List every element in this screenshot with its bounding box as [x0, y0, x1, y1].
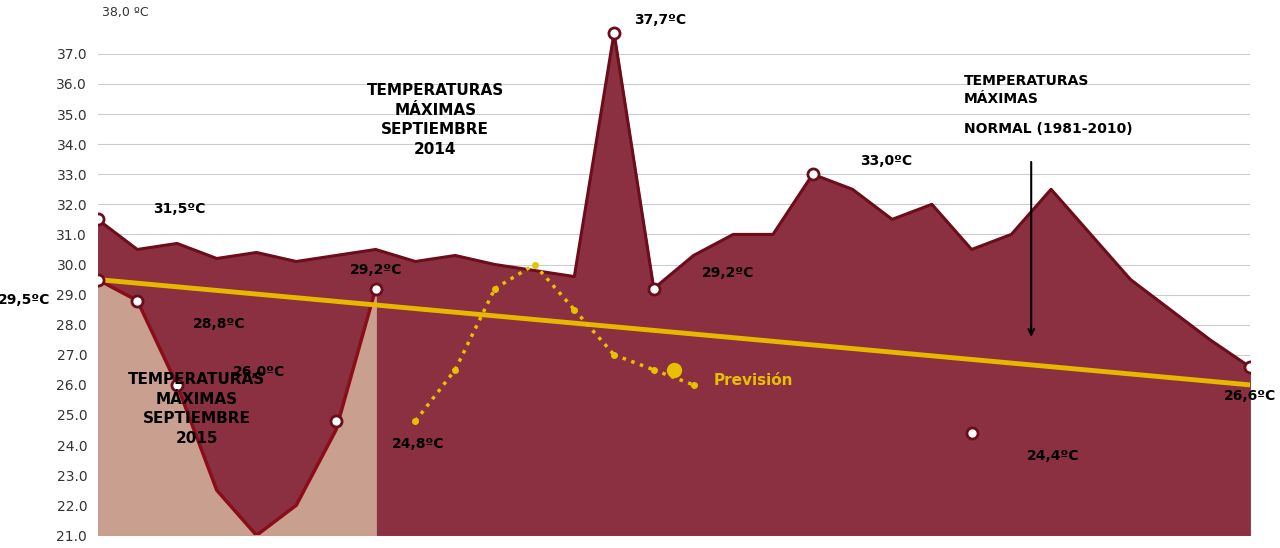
Text: TEMPERATURAS
MÁXIMAS: TEMPERATURAS MÁXIMAS	[964, 73, 1089, 124]
Text: 31,5ºC: 31,5ºC	[154, 202, 206, 216]
Text: TEMPERATURAS
MÁXIMAS
SEPTIEMBRE
2014: TEMPERATURAS MÁXIMAS SEPTIEMBRE 2014	[366, 83, 504, 157]
Text: 28,8ºC: 28,8ºC	[193, 317, 246, 330]
Text: 29,5ºC: 29,5ºC	[0, 293, 50, 307]
Text: 29,2ºC: 29,2ºC	[701, 266, 754, 279]
Text: 26,0ºC: 26,0ºC	[233, 365, 285, 379]
Text: 26,6ºC: 26,6ºC	[1224, 389, 1276, 403]
Text: Previsión: Previsión	[713, 373, 792, 388]
Text: 33,0ºC: 33,0ºC	[860, 154, 913, 168]
Text: TEMPERATURAS
MÁXIMAS
SEPTIEMBRE
2015: TEMPERATURAS MÁXIMAS SEPTIEMBRE 2015	[128, 372, 265, 446]
Text: 38,0 ºC: 38,0 ºC	[101, 6, 148, 19]
Text: 24,4ºC: 24,4ºC	[1028, 449, 1080, 463]
Text: 24,8ºC: 24,8ºC	[392, 437, 444, 451]
Text: 29,2ºC: 29,2ºC	[349, 262, 402, 277]
Text: 37,7ºC: 37,7ºC	[634, 13, 686, 27]
Text: NORMAL (1981-2010): NORMAL (1981-2010)	[964, 122, 1133, 136]
